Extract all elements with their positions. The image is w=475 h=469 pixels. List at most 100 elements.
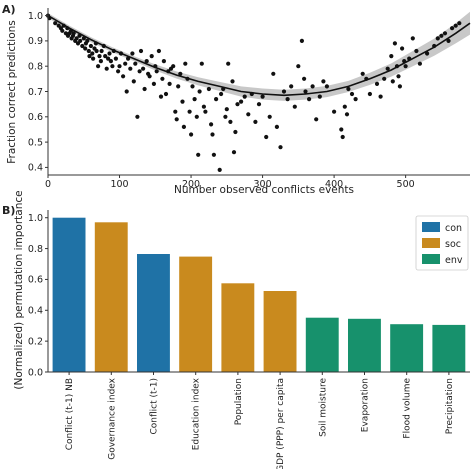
y-ticks: 0.4 0.5 0.6 0.7 0.8 0.9 1.0 (28, 11, 48, 174)
scatter-point (158, 94, 164, 99)
bar (305, 317, 339, 372)
panel-a: A) 0 100 200 300 400 500 0.4 0.5 0.6 0.7 0.8 0.9 1.… (2, 3, 471, 196)
scatter-point (123, 61, 128, 66)
scatter-point (176, 84, 181, 89)
scatter-point (256, 102, 262, 107)
scatter-point (302, 76, 307, 81)
scatter-point (183, 61, 188, 66)
scatter-point (396, 74, 401, 79)
scatter-point (178, 71, 183, 76)
scatter-point (292, 104, 297, 109)
scatter-point (246, 112, 251, 117)
scatter-point (228, 119, 233, 124)
scatter-point (138, 48, 144, 54)
scatter-point (87, 54, 92, 59)
scatter-point (90, 51, 95, 56)
scatter-point (233, 129, 238, 135)
category-label: Evaporation (361, 378, 371, 432)
scatter-point (390, 79, 395, 84)
bar (348, 318, 381, 372)
scatter-point (271, 71, 276, 76)
bar (179, 256, 213, 372)
scatter-point (197, 89, 202, 94)
scatter-point (94, 48, 99, 54)
scatter-point (107, 51, 112, 56)
scatter-point (389, 54, 394, 59)
scatter-point (397, 84, 402, 89)
category-labels: Conflict (t-1) NB Governance index Conflic… (65, 372, 455, 469)
scatter-point (78, 38, 83, 44)
y-tick-label: 1.0 (28, 213, 43, 224)
category-label: Soil moisture (318, 378, 328, 437)
scatter-point (211, 152, 216, 157)
scatter-point (417, 61, 422, 66)
scatter-point (74, 36, 79, 41)
scatter-point (96, 64, 101, 69)
panel-b: B) 0.0 0.2 0.4 0.6 0.8 1.0 Conflict (t-1) NB G… (2, 190, 470, 469)
scatter-point (201, 104, 206, 109)
scatter-point (321, 79, 326, 84)
scatter-point (209, 122, 214, 127)
bars (52, 217, 466, 372)
scatter-point (151, 81, 156, 86)
confidence-band-area (48, 11, 470, 101)
bar (221, 283, 255, 372)
scatter-point (400, 46, 405, 51)
y-tick-label: 0.9 (28, 36, 43, 47)
scatter-point (332, 109, 337, 114)
scatter-point (154, 69, 159, 74)
scatter-point (199, 61, 204, 66)
scatter-point (242, 94, 247, 99)
bar (137, 254, 170, 372)
y-axis-label: Fraction correct predictions (6, 20, 18, 164)
y-tick-label: 0.7 (28, 87, 43, 98)
scatter-point (346, 86, 351, 92)
scatter-point (224, 107, 229, 112)
y-tick-label: 1.0 (28, 11, 43, 22)
scatter-point (453, 23, 458, 28)
scatter-point (253, 119, 258, 124)
y-tick-label: 0.6 (28, 112, 43, 123)
scatter-point (442, 31, 448, 36)
scatter-point (156, 48, 161, 54)
scatter-point (235, 102, 240, 107)
scatter-point (223, 114, 228, 119)
legend: con soc env (415, 215, 469, 271)
scatter-point (144, 59, 149, 64)
scatter-point (135, 114, 140, 119)
scatter-point (161, 59, 166, 64)
x-tick-label: 0 (45, 179, 51, 190)
scatter-point (439, 33, 444, 38)
scatter-point (310, 84, 315, 89)
bar (390, 324, 424, 372)
y-tick-label: 0.2 (28, 336, 43, 347)
scatter-point (141, 66, 146, 71)
category-label: Education index (192, 377, 202, 450)
scatter-point (203, 109, 208, 114)
bar (432, 324, 466, 372)
x-tick-label: 300 (254, 179, 272, 190)
y-tick-label: 0.8 (28, 244, 43, 255)
scatter-point (340, 134, 345, 140)
scatter-point (181, 124, 186, 129)
scatter-point (196, 152, 201, 157)
scatter-point (267, 114, 272, 119)
scatter-point (189, 132, 194, 137)
scatter-point (110, 64, 115, 69)
scatter-point (226, 61, 231, 66)
category-label: GDP (PPP) per capita (276, 378, 286, 469)
legend-swatch (422, 222, 440, 232)
scatter-point (219, 91, 224, 97)
scatter-point (131, 79, 136, 84)
scatter-point (307, 97, 312, 102)
scatter-point (104, 66, 109, 71)
y-tick-label: 0.5 (28, 137, 43, 148)
scatter-point (117, 64, 122, 69)
scatter-point (289, 84, 294, 89)
scatter-point (339, 127, 344, 132)
scatter-point (299, 38, 304, 44)
scatter-point (457, 21, 462, 26)
scatter-point (88, 43, 93, 49)
scatter-point (60, 28, 65, 33)
x-ticks: 0 100 200 300 400 500 (45, 175, 415, 190)
